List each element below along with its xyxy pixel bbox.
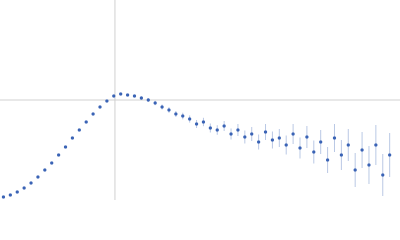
data-point [201, 120, 206, 124]
data-point [22, 186, 26, 190]
data-point [105, 99, 109, 103]
data-point [91, 112, 95, 116]
data-point [63, 145, 68, 149]
data-point [388, 153, 392, 157]
data-point [332, 136, 337, 140]
data-point [339, 153, 343, 157]
data-point [305, 135, 309, 139]
data-point [298, 146, 302, 150]
data-point [8, 193, 12, 197]
data-point [353, 168, 357, 172]
data-point [229, 132, 233, 136]
data-point [125, 93, 130, 97]
data-point [160, 105, 164, 109]
data-point [250, 132, 254, 136]
data-point [139, 96, 143, 100]
data-point [70, 136, 75, 140]
data-point [77, 128, 81, 132]
data-point [1, 195, 6, 199]
data-point [215, 128, 219, 132]
data-point [319, 140, 323, 144]
data-point [132, 94, 137, 98]
data-point [208, 126, 212, 130]
data-point [112, 94, 116, 98]
data-point [84, 120, 88, 124]
data-point [43, 168, 47, 172]
data-point [36, 175, 40, 179]
data-point [243, 135, 247, 139]
data-point [270, 138, 275, 142]
data-point [181, 114, 185, 118]
data-point [146, 98, 150, 102]
data-point [29, 181, 33, 185]
data-point [263, 130, 268, 134]
data-point [119, 92, 123, 96]
data-point [360, 148, 364, 152]
data-point [188, 117, 192, 121]
data-point [257, 140, 261, 144]
data-point [284, 143, 288, 147]
chart [0, 0, 400, 200]
data-point [167, 108, 171, 112]
data-point [374, 143, 378, 147]
data-point [236, 128, 240, 132]
data-point [325, 158, 330, 162]
data-point [312, 150, 316, 154]
data-point [98, 105, 102, 109]
data-point [346, 143, 350, 147]
data-point [291, 132, 295, 136]
data-point [381, 173, 385, 177]
data-point [57, 153, 61, 157]
data-point [50, 161, 54, 165]
data-point [194, 122, 199, 126]
data-point [222, 124, 226, 128]
data-point [277, 136, 281, 140]
data-point [174, 112, 178, 116]
data-point [367, 163, 371, 167]
data-point [15, 190, 19, 194]
page: {"chart_data": {"type": "scatter", "colo… [0, 0, 400, 200]
data-point [153, 101, 157, 105]
